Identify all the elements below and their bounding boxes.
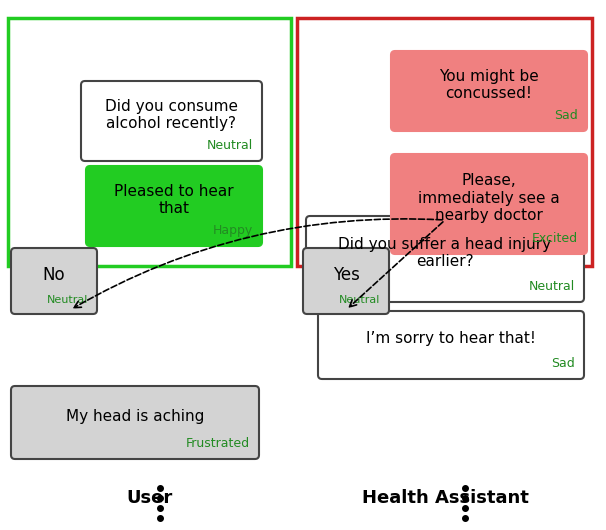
Text: You might be
concussed!: You might be concussed! <box>439 69 539 101</box>
Text: Neutral: Neutral <box>207 139 253 152</box>
FancyBboxPatch shape <box>306 216 584 302</box>
FancyBboxPatch shape <box>86 166 262 246</box>
Text: Neutral: Neutral <box>47 295 88 305</box>
Text: Sad: Sad <box>551 357 575 370</box>
Text: Did you suffer a head injury
earlier?: Did you suffer a head injury earlier? <box>338 237 551 269</box>
Text: No: No <box>42 266 65 284</box>
FancyBboxPatch shape <box>11 386 259 459</box>
Text: Did you consume
alcohol recently?: Did you consume alcohol recently? <box>105 99 238 131</box>
Text: Yes: Yes <box>333 266 359 284</box>
Text: Health Assistant: Health Assistant <box>362 489 528 507</box>
FancyBboxPatch shape <box>303 248 389 314</box>
FancyBboxPatch shape <box>11 248 97 314</box>
Text: Sad: Sad <box>554 109 578 122</box>
FancyBboxPatch shape <box>391 154 587 254</box>
FancyBboxPatch shape <box>81 81 262 161</box>
Text: Pleased to hear
that: Pleased to hear that <box>114 184 234 216</box>
FancyBboxPatch shape <box>391 51 587 131</box>
Text: Neutral: Neutral <box>339 295 380 305</box>
Text: I’m sorry to hear that!: I’m sorry to hear that! <box>366 331 536 347</box>
Text: User: User <box>127 489 173 507</box>
Text: Please,
immediately see a
nearby doctor: Please, immediately see a nearby doctor <box>418 173 560 223</box>
Text: Happy: Happy <box>213 224 253 237</box>
Text: My head is aching: My head is aching <box>66 409 204 424</box>
FancyBboxPatch shape <box>318 311 584 379</box>
Text: Excited: Excited <box>532 232 578 245</box>
Text: Neutral: Neutral <box>529 280 575 293</box>
Text: Frustrated: Frustrated <box>186 437 250 450</box>
